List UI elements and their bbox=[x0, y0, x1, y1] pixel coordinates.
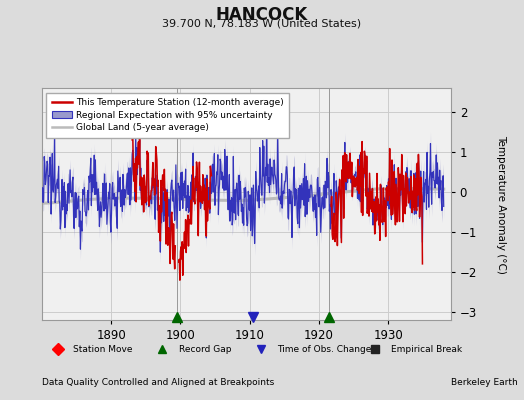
Text: Berkeley Earth: Berkeley Earth bbox=[451, 378, 517, 387]
Text: Time of Obs. Change: Time of Obs. Change bbox=[277, 344, 372, 354]
Text: Station Move: Station Move bbox=[72, 344, 132, 354]
Text: Data Quality Controlled and Aligned at Breakpoints: Data Quality Controlled and Aligned at B… bbox=[42, 378, 274, 387]
Text: Empirical Break: Empirical Break bbox=[391, 344, 463, 354]
Legend: This Temperature Station (12-month average), Regional Expectation with 95% uncer: This Temperature Station (12-month avera… bbox=[47, 92, 289, 138]
Y-axis label: Temperature Anomaly (°C): Temperature Anomaly (°C) bbox=[496, 134, 507, 274]
Text: Record Gap: Record Gap bbox=[179, 344, 231, 354]
Text: HANCOCK: HANCOCK bbox=[216, 6, 308, 24]
Text: 39.700 N, 78.183 W (United States): 39.700 N, 78.183 W (United States) bbox=[162, 18, 362, 28]
